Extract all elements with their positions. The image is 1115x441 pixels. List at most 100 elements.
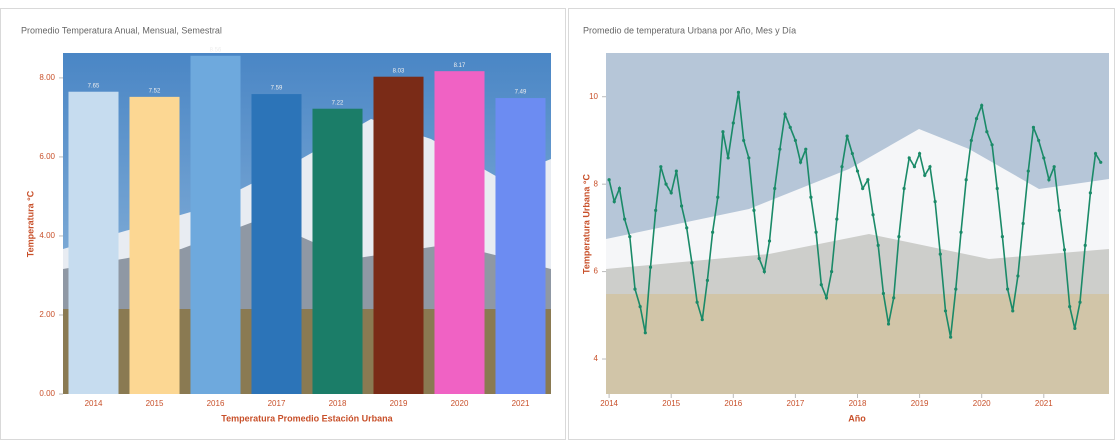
point: [685, 226, 689, 230]
background-image: [606, 53, 1109, 394]
point: [1042, 156, 1046, 160]
x-tick-label: 2014: [600, 399, 618, 408]
point: [798, 160, 803, 164]
value-label: 8.17: [454, 63, 466, 69]
point: [659, 165, 663, 169]
bar: [434, 71, 485, 394]
bar: [251, 94, 302, 394]
point: [840, 165, 844, 169]
point: [742, 138, 746, 143]
point: [778, 147, 782, 151]
point: [1078, 300, 1082, 304]
point: [664, 182, 668, 186]
point: [731, 121, 735, 125]
value-label: 7.22: [332, 100, 344, 106]
y-axis-title: Temperatura °C: [25, 190, 35, 257]
point: [617, 186, 622, 191]
value-label: 7.65: [88, 83, 100, 89]
point: [995, 186, 999, 191]
x-tick-label: 2017: [787, 399, 805, 408]
point: [638, 304, 642, 309]
y-tick-label: 10: [589, 92, 598, 101]
x-tick-label: 2014: [85, 399, 103, 408]
point: [767, 239, 772, 243]
point: [1057, 208, 1061, 212]
point: [855, 169, 860, 173]
point: [1016, 274, 1020, 278]
point: [783, 112, 787, 116]
point: [716, 195, 720, 199]
point: [623, 217, 627, 221]
point: [736, 90, 741, 94]
y-tick-label: 4.00: [39, 231, 55, 240]
point: [933, 200, 937, 204]
point: [654, 208, 658, 212]
point: [850, 151, 854, 156]
point: [1011, 309, 1015, 313]
bar: [129, 96, 180, 394]
y-axis-title: Temperatura Urbana °C: [581, 174, 591, 274]
point: [1099, 160, 1103, 164]
point: [633, 287, 637, 291]
point: [809, 195, 813, 199]
point: [845, 134, 849, 138]
y-tick-label: 8.00: [39, 73, 55, 82]
x-tick-label: 2020: [451, 399, 469, 408]
point: [830, 269, 834, 274]
point: [643, 331, 647, 335]
chart-title: Promedio de temperatura Urbana por Año, …: [583, 25, 796, 35]
x-tick-label: 2015: [146, 399, 164, 408]
x-tick-label: 2021: [1035, 399, 1053, 408]
point: [959, 230, 963, 234]
value-label: 7.59: [271, 86, 283, 92]
chart: Promedio de temperatura Urbana por Año, …: [581, 25, 1109, 423]
point: [705, 278, 710, 282]
point: [824, 296, 829, 300]
point: [819, 283, 823, 287]
point: [721, 130, 725, 134]
x-tick-label: 2016: [207, 399, 225, 408]
x-tick-label: 2021: [512, 399, 530, 408]
y-tick-label: 6: [594, 267, 599, 276]
point: [881, 291, 885, 296]
x-tick-label: 2016: [724, 399, 742, 408]
point: [892, 296, 896, 300]
point: [773, 186, 777, 191]
point: [912, 165, 917, 169]
x-axis-title: Año: [848, 413, 866, 423]
value-label: 8.03: [393, 68, 405, 74]
point: [1083, 243, 1087, 247]
point: [969, 138, 973, 143]
point: [861, 186, 865, 191]
x-tick-label: 2020: [973, 399, 991, 408]
point: [974, 116, 979, 121]
point: [980, 103, 984, 108]
point: [886, 322, 891, 326]
point: [897, 235, 901, 239]
value-label: 8.56: [210, 47, 222, 53]
point: [923, 173, 927, 178]
x-tick-label: 2018: [849, 399, 867, 408]
point: [876, 243, 880, 247]
point: [762, 269, 766, 274]
point: [835, 217, 839, 221]
point: [679, 204, 684, 208]
x-tick-label: 2015: [662, 399, 680, 408]
point: [1073, 326, 1077, 331]
point: [1052, 165, 1056, 169]
point: [669, 191, 673, 195]
point: [788, 125, 792, 129]
panel-right: Promedio de temperatura Urbana por Año, …: [568, 8, 1115, 440]
point: [700, 318, 704, 322]
y-tick-label: 4: [594, 354, 599, 363]
point: [907, 156, 911, 160]
point: [752, 208, 756, 212]
point: [866, 178, 870, 182]
x-tick-label: 2018: [329, 399, 347, 408]
point: [871, 213, 875, 217]
point: [628, 235, 632, 239]
bar: [373, 76, 424, 394]
panel-left: Promedio Temperatura Anual, Mensual, Sem…: [0, 8, 566, 440]
point: [1093, 151, 1098, 156]
